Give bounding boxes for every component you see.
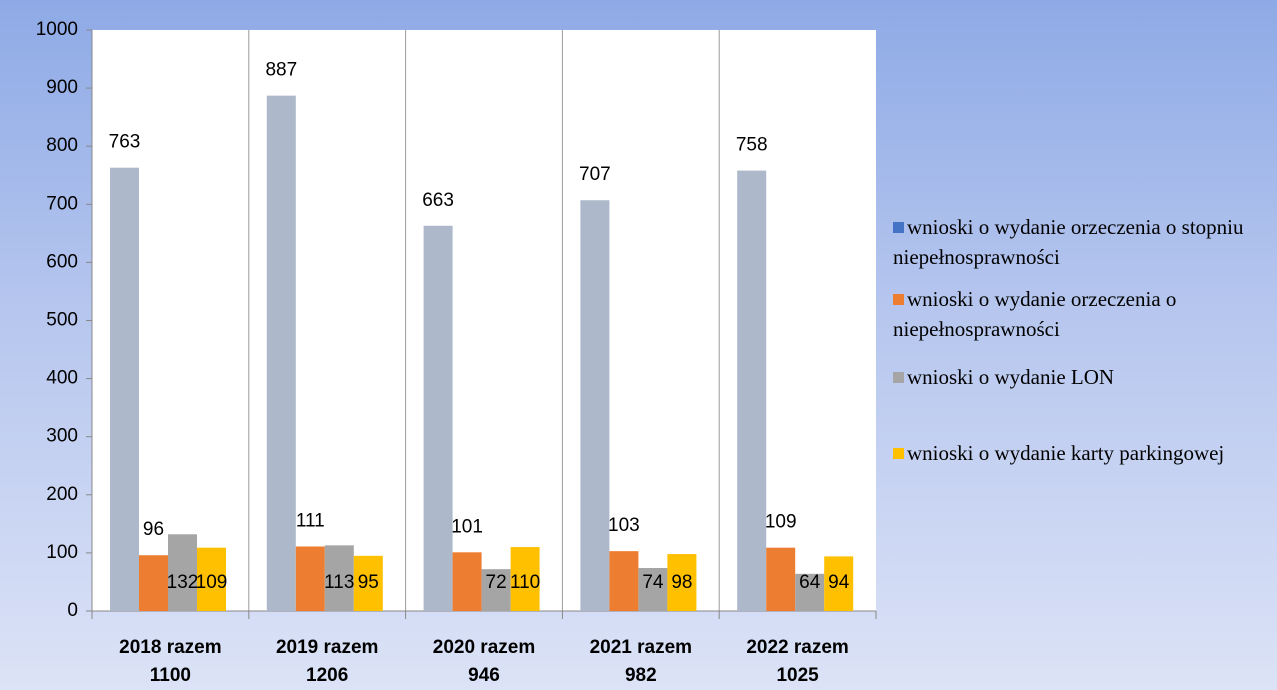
legend-item: wnioski o wydanie LON xyxy=(893,362,1268,392)
data-label: 113 xyxy=(324,572,354,593)
data-label: 96 xyxy=(143,519,164,540)
x-tick-label: 2018 razem xyxy=(119,637,221,658)
bar xyxy=(667,554,697,611)
y-tick-label: 500 xyxy=(46,310,78,331)
data-label: 111 xyxy=(296,511,325,532)
bar xyxy=(110,167,139,611)
bar xyxy=(168,534,197,611)
x-tick-label: 1025 xyxy=(776,665,819,686)
x-tick-label: 2020 razem xyxy=(433,637,535,658)
x-tick-label: 2022 razem xyxy=(746,637,848,658)
legend-item: wnioski o wydanie karty parkingowej xyxy=(893,438,1268,468)
legend-label: wnioski o wydanie karty parkingowej xyxy=(907,441,1225,465)
bar xyxy=(452,552,482,611)
bar xyxy=(324,545,354,611)
data-label: 663 xyxy=(422,190,454,211)
data-label: 109 xyxy=(196,572,228,593)
data-label: 763 xyxy=(109,132,141,153)
data-label: 64 xyxy=(799,572,821,593)
legend-swatch xyxy=(893,448,904,459)
x-tick-label: 982 xyxy=(625,665,657,686)
y-tick-label: 0 xyxy=(67,600,78,621)
data-label: 707 xyxy=(579,164,611,185)
bar xyxy=(510,547,540,611)
y-tick-label: 400 xyxy=(46,368,78,389)
data-label: 109 xyxy=(765,512,797,533)
bar xyxy=(139,555,168,611)
x-tick-label: 2019 razem xyxy=(276,637,378,658)
bar xyxy=(609,551,639,611)
data-label: 101 xyxy=(451,516,483,537)
x-tick-label: 2021 razem xyxy=(590,637,692,658)
legend-label: wnioski o wydanie orzeczenia o stopniu n… xyxy=(893,215,1244,269)
x-tick-label: 946 xyxy=(468,665,500,686)
bar xyxy=(266,95,296,611)
data-label: 110 xyxy=(510,572,540,593)
legend-swatch xyxy=(893,372,904,383)
y-tick-label: 700 xyxy=(46,193,78,214)
data-label: 95 xyxy=(358,572,379,593)
bar xyxy=(353,555,383,611)
bar xyxy=(423,225,453,611)
bar xyxy=(638,568,668,611)
bar xyxy=(197,547,226,611)
legend-label: wnioski o wydanie orzeczenia o niepełnos… xyxy=(893,287,1177,341)
bar xyxy=(481,569,511,611)
data-label: 132 xyxy=(167,572,199,593)
legend-swatch xyxy=(893,222,904,233)
data-label: 98 xyxy=(671,572,692,593)
x-tick-label: 1100 xyxy=(150,665,191,686)
x-tick-label: 1206 xyxy=(306,665,348,686)
bar xyxy=(824,556,854,611)
y-tick-label: 900 xyxy=(46,77,78,98)
bar xyxy=(795,573,825,611)
bar xyxy=(295,546,325,611)
y-tick-label: 200 xyxy=(46,484,78,505)
legend-item: wnioski o wydanie orzeczenia o niepełnos… xyxy=(893,284,1268,344)
y-tick-label: 800 xyxy=(46,135,78,156)
data-label: 94 xyxy=(828,572,850,593)
data-label: 758 xyxy=(736,135,768,156)
legend-item: wnioski o wydanie orzeczenia o stopniu n… xyxy=(893,212,1268,272)
legend-label: wnioski o wydanie LON xyxy=(907,365,1115,389)
y-tick-label: 100 xyxy=(46,542,78,563)
bar xyxy=(737,170,767,612)
data-label: 74 xyxy=(642,572,664,593)
data-label: 72 xyxy=(486,572,507,593)
bar xyxy=(766,547,796,611)
y-tick-label: 600 xyxy=(46,251,78,272)
y-tick-label: 1000 xyxy=(36,19,78,40)
y-tick-label: 300 xyxy=(46,426,78,447)
data-label: 103 xyxy=(608,515,640,536)
bar xyxy=(580,200,610,611)
data-label: 887 xyxy=(265,60,297,81)
legend-swatch xyxy=(893,294,904,305)
